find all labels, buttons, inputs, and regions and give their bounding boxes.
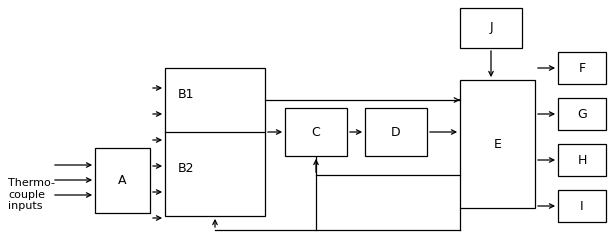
- Bar: [558, 52, 606, 84]
- Text: G: G: [577, 108, 587, 121]
- Bar: [95, 148, 150, 213]
- Bar: [558, 98, 606, 130]
- Text: A: A: [118, 174, 127, 187]
- Bar: [558, 190, 606, 222]
- Text: Thermo-
couple
inputs: Thermo- couple inputs: [8, 178, 55, 211]
- Text: I: I: [580, 200, 584, 213]
- Bar: [285, 108, 347, 156]
- Bar: [460, 8, 522, 48]
- Bar: [558, 144, 606, 176]
- Text: J: J: [489, 21, 493, 34]
- Text: F: F: [578, 62, 586, 75]
- Bar: [365, 108, 427, 156]
- Text: E: E: [493, 138, 501, 151]
- Text: H: H: [577, 154, 587, 167]
- Bar: [460, 80, 535, 208]
- Text: B2: B2: [178, 162, 195, 174]
- Text: B1: B1: [178, 89, 195, 102]
- Text: C: C: [312, 125, 320, 138]
- Text: D: D: [391, 125, 401, 138]
- Bar: [165, 68, 265, 216]
